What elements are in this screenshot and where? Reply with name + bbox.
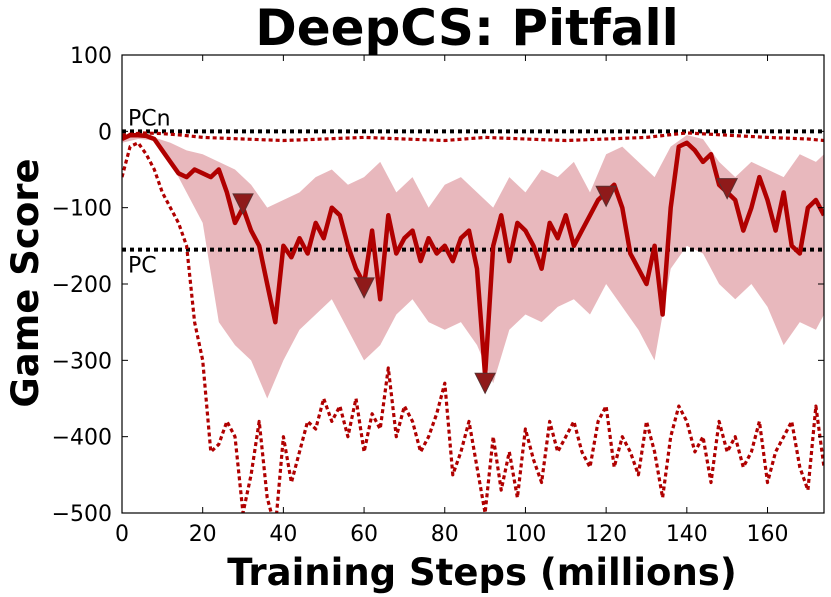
marker-triangle-1 bbox=[232, 193, 254, 215]
reference-label-pc: PC bbox=[128, 254, 157, 279]
marker-triangle-3 bbox=[474, 372, 496, 395]
x-tick-label: 140 bbox=[666, 522, 708, 547]
y-tick-label: −500 bbox=[52, 502, 112, 527]
x-tick-label: 120 bbox=[585, 522, 627, 547]
x-axis-label: Training Steps (millions) bbox=[227, 551, 737, 594]
y-tick-label: 100 bbox=[70, 44, 112, 69]
marker-triangle-2 bbox=[353, 277, 375, 299]
y-tick-label: −300 bbox=[52, 349, 112, 374]
chart-title: DeepCS: Pitfall bbox=[255, 0, 679, 57]
x-tick-label: 100 bbox=[504, 522, 546, 547]
y-tick-label: −200 bbox=[52, 273, 112, 298]
x-tick-label: 40 bbox=[269, 522, 297, 547]
reference-labels: PCn PC bbox=[128, 106, 171, 278]
y-tick-label: 0 bbox=[98, 120, 112, 145]
y-tick-label: −100 bbox=[52, 197, 112, 222]
y-axis-label: Game Score bbox=[4, 158, 47, 407]
series-mean-line bbox=[122, 132, 824, 378]
series-upper-line bbox=[122, 131, 824, 143]
marker-triangle-4 bbox=[595, 185, 617, 208]
x-tick-label: 20 bbox=[189, 522, 217, 547]
marker-triangle-5 bbox=[716, 178, 738, 200]
std-band bbox=[122, 133, 824, 399]
plot-content bbox=[122, 129, 824, 513]
reference-label-pcn: PCn bbox=[128, 106, 171, 131]
series-lower-line bbox=[122, 141, 824, 513]
axis-ticks: 0 20 40 60 80 100 120 140 160 100 0 −100 −200 −300 −40… bbox=[52, 44, 824, 547]
x-tick-label: 160 bbox=[747, 522, 789, 547]
x-tick-label: 0 bbox=[115, 522, 129, 547]
x-tick-label: 60 bbox=[350, 522, 378, 547]
y-tick-label: −400 bbox=[52, 426, 112, 451]
x-tick-label: 80 bbox=[431, 522, 459, 547]
